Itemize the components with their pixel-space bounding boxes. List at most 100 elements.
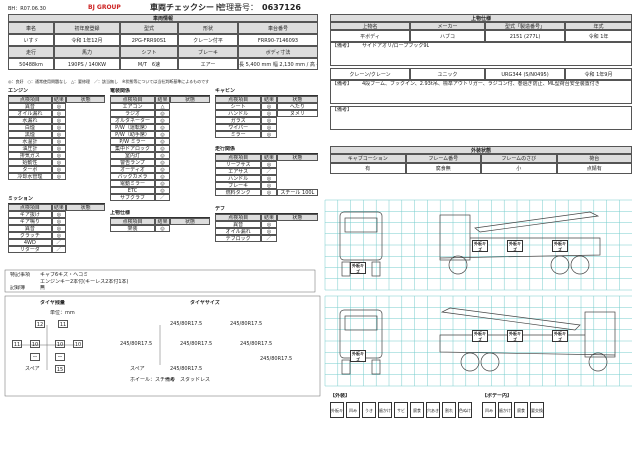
upper-cell: クレーン/クレーン bbox=[330, 68, 410, 80]
check-cell: ◎ bbox=[51, 145, 67, 152]
vehicle-cell: 令和 1年12月 bbox=[54, 34, 120, 46]
upper-cell: 2151 (277L) bbox=[485, 30, 565, 42]
check-cell: ブレーキ bbox=[215, 182, 262, 189]
vehicle-cell: 190PS / 140KW bbox=[54, 58, 120, 70]
remarks-line: キャブ6キズ・ヘコミ bbox=[40, 272, 89, 278]
check-cell: ◎ bbox=[51, 232, 67, 239]
note: サイドアオリ/ロープフック9L bbox=[362, 43, 430, 49]
check-header: 点検項目 bbox=[110, 218, 155, 225]
check-header: 点検項目 bbox=[215, 154, 262, 161]
check-header: 状態 bbox=[276, 96, 318, 103]
upper-cell: ハブコ bbox=[410, 30, 485, 42]
date: BH：R07.06.30 bbox=[8, 6, 46, 12]
note-box bbox=[330, 42, 632, 66]
vehicle-cell: 型式 bbox=[120, 22, 178, 34]
tire-size: 245/80R17.5 bbox=[240, 341, 273, 347]
check-cell: ◎ bbox=[51, 173, 67, 180]
check-cell: リターダ bbox=[8, 246, 52, 253]
check-cell: 4WD bbox=[8, 239, 52, 246]
check-cell: ワイパー bbox=[215, 124, 262, 131]
check-cell: 室内灯 bbox=[110, 152, 155, 159]
check-cell: へたり bbox=[276, 103, 318, 110]
key-item: 色ぬけ bbox=[458, 402, 472, 418]
check-header: 結果 bbox=[51, 204, 67, 211]
tire-size: 245/80R17.5 bbox=[180, 341, 213, 347]
check-cell: ハンドル bbox=[215, 175, 262, 182]
vehicle-cell: 車名 bbox=[8, 22, 54, 34]
check-cell: ◎ bbox=[51, 218, 67, 225]
note-label: 備考 bbox=[165, 377, 176, 383]
check-cell: P/W ミラー bbox=[110, 138, 155, 145]
check-cell: 異音 bbox=[8, 225, 52, 232]
check-cell: オイル漏れ bbox=[8, 110, 52, 117]
exterior-value: 有 bbox=[330, 163, 406, 174]
check-cell: ◎ bbox=[155, 138, 170, 145]
section-title: エンジン bbox=[8, 88, 105, 96]
check-cell: 異音 bbox=[215, 221, 262, 228]
damage-mark: 外板キズ bbox=[552, 330, 568, 342]
check-cell: バックカメラ bbox=[110, 173, 155, 180]
check-cell: ◎ bbox=[51, 131, 67, 138]
upper-header: 型式「製造番号」 bbox=[485, 22, 565, 30]
vehicle-cell: ブレーキ bbox=[178, 46, 238, 58]
key-item: 歯かけ bbox=[498, 402, 512, 418]
section-title: キャビン bbox=[215, 88, 318, 96]
check-header: 結果 bbox=[51, 96, 67, 103]
check-header: 点検項目 bbox=[110, 96, 155, 103]
check-cell: ◎ bbox=[51, 211, 67, 218]
tire-size: 245/80R17.5 bbox=[170, 366, 203, 372]
upper-cell: ユニック bbox=[410, 68, 485, 80]
key-item: 外板キズ bbox=[330, 402, 344, 418]
check-cell: ETC bbox=[110, 187, 155, 194]
exterior-value: 腐食無 bbox=[405, 163, 481, 174]
check-cell: P/W（運転席） bbox=[110, 124, 155, 131]
vehicle-cell: FRR90-7146093 bbox=[238, 34, 318, 46]
damage-mark: 外板キズ bbox=[552, 240, 568, 252]
check-header: 状態 bbox=[276, 154, 318, 161]
check-cell: ◎ bbox=[261, 124, 277, 131]
tire-size: 245/80R17.5 bbox=[230, 321, 263, 327]
vehicle-cell: いすゞ bbox=[8, 34, 54, 46]
check-cell: ◎ bbox=[51, 138, 67, 145]
legend: ◎：良好 ○：通常使用問題なし △：要修理 ／：該当無し ※状態等については当社… bbox=[8, 79, 210, 84]
upper-header: 上物名 bbox=[330, 22, 410, 30]
vehicle-cell: 形状 bbox=[178, 22, 238, 34]
damage-mark: 外板キズ bbox=[472, 330, 488, 342]
check-header: 状態 bbox=[66, 96, 105, 103]
check-cell: ／ bbox=[51, 239, 67, 246]
check-cell: ◎ bbox=[261, 161, 277, 168]
vehicle-cell: 走行 bbox=[8, 46, 54, 58]
section-title: ミッション bbox=[8, 196, 105, 204]
check-cell: ◎ bbox=[155, 187, 170, 194]
check-cell: 電動ミラー bbox=[110, 180, 155, 187]
control-number: 0637126 bbox=[262, 3, 301, 12]
tire-depth: 10 bbox=[73, 340, 83, 348]
key-item: 凹み bbox=[482, 402, 496, 418]
check-cell: サブクラフ bbox=[110, 194, 155, 201]
check-cell: ◎ bbox=[155, 110, 170, 117]
check-cell: ◎ bbox=[51, 110, 67, 117]
check-cell: ヌメリ bbox=[276, 110, 318, 117]
check-cell: ◎ bbox=[51, 159, 67, 166]
upper-cell: 令和 1年9月 bbox=[565, 68, 632, 80]
check-cell: 冷却水管理 bbox=[8, 173, 52, 180]
note-box bbox=[330, 106, 632, 130]
check-cell: ◎ bbox=[261, 110, 277, 117]
check-cell: オイル漏れ bbox=[215, 228, 262, 235]
tire-depth: 10 bbox=[55, 340, 65, 348]
check-cell: 水漏れ bbox=[8, 117, 52, 124]
vehicle-cell: 長 5,400 mm 幅 2,130 mm / 高 400 mm 内高 mm bbox=[238, 58, 318, 70]
check-header: 結果 bbox=[261, 154, 277, 161]
damage-mark: 外板キズ bbox=[472, 240, 488, 252]
check-header: 状態 bbox=[66, 204, 105, 211]
check-header: 点検項目 bbox=[8, 204, 52, 211]
section-title: 走行関係 bbox=[215, 146, 318, 154]
note-label: 【備考】 bbox=[332, 107, 353, 113]
check-cell: 白煙 bbox=[8, 124, 52, 131]
key-item: 穴あき bbox=[426, 402, 440, 418]
key-label: 【外装】 bbox=[330, 393, 351, 399]
exterior-title: 外装状態 bbox=[330, 146, 632, 154]
check-header: 結果 bbox=[155, 96, 170, 103]
check-cell: デフロック bbox=[215, 235, 262, 242]
tire-title: タイヤ残量 bbox=[40, 300, 65, 306]
